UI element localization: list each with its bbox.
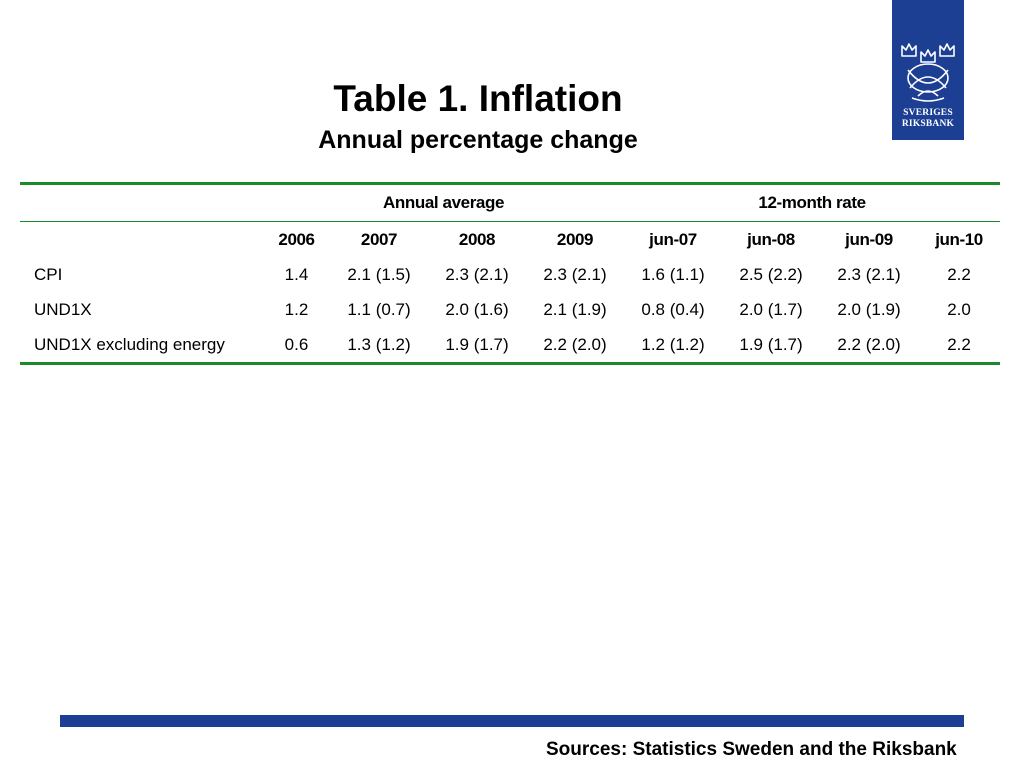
table-cell: 1.9 (1.7)	[739, 334, 803, 354]
column-header: jun-10	[935, 229, 983, 249]
row-label: UND1X excluding energy	[34, 334, 225, 354]
table-cell: 2.2	[947, 334, 971, 354]
logo-name-line1: SVERIGES	[903, 108, 953, 118]
table-cell: 1.4	[284, 264, 309, 284]
table-cell: 0.6	[284, 334, 309, 354]
column-header-row: 2006 2007 2008 2009 jun-07 jun-08 jun-09…	[20, 221, 1001, 258]
sources-note: Sources: Statistics Sweden and the Riksb…	[546, 739, 957, 760]
table-cell: 2.0 (1.9)	[837, 299, 901, 319]
header-spacer-cell	[20, 184, 263, 222]
logo-name-line2: RIKSBANK	[901, 119, 955, 129]
table-cell: 1.1 (0.7)	[347, 299, 411, 319]
header-spacer-cell	[20, 222, 263, 258]
table-cell: 0.8 (0.4)	[641, 299, 705, 319]
column-header: jun-08	[747, 229, 795, 249]
table-cell: 2.3 (2.1)	[543, 264, 607, 284]
table-row-und1x-excluding-energy: UND1X excluding energy 0.6 1.3 (1.2) 1.9…	[20, 327, 1001, 364]
column-header: jun-09	[845, 229, 893, 249]
table-row-cpi: CPI 1.4 2.1 (1.5) 2.3 (2.1) 2.3 (2.1) 1.…	[20, 257, 1000, 292]
table-cell: 1.3 (1.2)	[347, 334, 411, 354]
table-cell: 2.2 (2.0)	[543, 334, 607, 354]
table-cell: 1.9 (1.7)	[445, 334, 509, 354]
table-cell: 1.2	[284, 299, 309, 319]
table-cell: 2.1 (1.9)	[543, 299, 607, 319]
table-cell: 2.2 (2.0)	[837, 334, 901, 354]
column-header: jun-07	[649, 229, 697, 249]
column-header: 2009	[556, 229, 594, 249]
table-cell: 2.1 (1.5)	[347, 264, 411, 284]
table-cell: 1.2 (1.2)	[641, 334, 705, 354]
inflation-table: Annual average 12-month rate 2006 2007 2…	[20, 182, 1001, 365]
column-header: 2008	[458, 229, 496, 249]
crowns-emblem-icon	[901, 43, 955, 102]
table-cell: 2.3 (2.1)	[837, 264, 901, 284]
table-cell: 2.0	[947, 299, 971, 319]
column-header: 2006	[278, 229, 315, 249]
page-title: Table 1. Inflation	[333, 78, 623, 119]
table-cell: 2.3 (2.1)	[445, 264, 509, 284]
row-label: CPI	[34, 264, 63, 284]
footer-bar	[60, 715, 964, 727]
row-label: UND1X	[34, 299, 92, 319]
table-cell: 2.0 (1.7)	[739, 299, 803, 319]
table-cell: 1.6 (1.1)	[641, 264, 705, 284]
page-subtitle: Annual percentage change	[318, 126, 638, 154]
riksbank-logo: SVERIGES RIKSBANK	[892, 0, 964, 140]
table-cell: 2.5 (2.2)	[739, 264, 803, 284]
group-header-annual-average: Annual average	[383, 193, 505, 212]
table-row-und1x: UND1X 1.2 1.1 (0.7) 2.0 (1.6) 2.1 (1.9) …	[20, 292, 1000, 327]
table-cell: 2.0 (1.6)	[445, 299, 509, 319]
column-header: 2007	[360, 229, 398, 249]
group-header-12-month-rate: 12-month rate	[758, 193, 866, 212]
group-header-row: Annual average 12-month rate	[20, 183, 1001, 222]
table-cell: 2.2	[947, 264, 971, 284]
